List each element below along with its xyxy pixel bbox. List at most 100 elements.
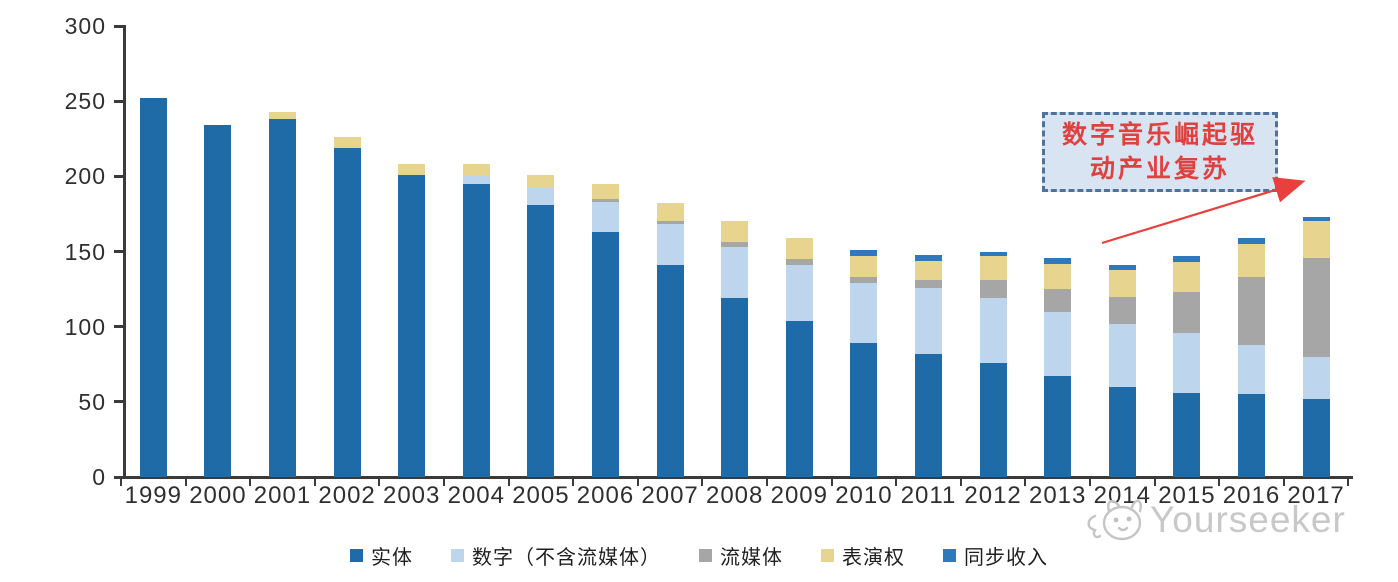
legend-swatch-streaming (699, 548, 712, 562)
bar-segment-performance-rights-2001 (269, 111, 296, 120)
x-axis-tick-label: 2009 (770, 482, 828, 509)
x-axis-tick (766, 479, 768, 486)
x-axis-tick-label: 2008 (705, 482, 764, 509)
bar-segment-physical-2004 (462, 183, 490, 477)
y-axis-tick-label: 150 (64, 238, 106, 265)
bar-segment-physical-2017 (1302, 398, 1330, 477)
bar-segment-physical-2006 (592, 231, 619, 477)
bar-segment-physical-2011 (915, 353, 942, 477)
legend-swatch-sync-revenue (943, 548, 956, 562)
annotation-text-line2: 动产业复苏 (1089, 154, 1230, 183)
bar-segment-performance-rights-2011 (915, 260, 942, 281)
bar-segment-performance-rights-2008 (721, 221, 749, 243)
bar-segment-physical-2005 (527, 204, 555, 477)
watermark: Yourseeker (1082, 494, 1346, 546)
legend-item-streaming: 流媒体 (699, 541, 783, 570)
x-axis-tick-label: 2004 (447, 482, 505, 509)
bar-segment-digital-excl-streaming-2011 (915, 287, 942, 354)
bar-segment-streaming-2007 (656, 221, 684, 225)
x-axis-tick-label: 2012 (964, 482, 1022, 509)
bar-segment-physical-2009 (785, 320, 813, 477)
bar-segment-physical-2012 (979, 362, 1007, 477)
bar-segment-sync-revenue-2012 (979, 251, 1007, 256)
bar-segment-physical-2002 (333, 147, 361, 477)
x-axis-tick (1153, 479, 1156, 486)
x-axis-tick-label: 2000 (189, 482, 247, 509)
bar-segment-physical-2015 (1173, 392, 1201, 477)
x-axis-tick-label: 2002 (318, 482, 376, 509)
x-axis-tick-label: 2017 (1287, 482, 1345, 509)
bar-segment-digital-excl-streaming-2007 (656, 224, 684, 266)
legend-label-performance-rights: 表演权 (842, 544, 905, 569)
legend-swatch-digital-excl-streaming (451, 548, 464, 562)
legend-item-physical: 实体 (350, 541, 413, 570)
x-axis-tick-label: 1999 (124, 482, 182, 509)
bar-segment-performance-rights-2006 (592, 183, 619, 199)
bar-segment-digital-excl-streaming-2005 (527, 188, 555, 205)
bar-segment-performance-rights-2007 (656, 203, 684, 222)
x-axis-tick (378, 479, 381, 486)
x-axis-tick (701, 479, 704, 486)
bar-segment-sync-revenue-2013 (1044, 257, 1072, 264)
bar-segment-streaming-2009 (785, 259, 813, 266)
bar-segment-streaming-2011 (915, 280, 942, 288)
cat-face-logo-icon (1087, 499, 1142, 541)
y-axis-tick (114, 174, 123, 178)
bar-segment-sync-revenue-2010 (850, 249, 878, 256)
bar-segment-performance-rights-2004 (462, 164, 490, 177)
bar-segment-performance-rights-2015 (1173, 262, 1201, 293)
bar-segment-performance-rights-2014 (1108, 269, 1136, 297)
y-axis-tick-label: 300 (64, 13, 106, 39)
bar-segment-performance-rights-2009 (785, 237, 813, 259)
annotation-callout: 数字音乐崛起驱 动产业复苏 (1042, 112, 1278, 192)
bar-segment-performance-rights-2010 (850, 256, 878, 278)
y-axis-tick (114, 250, 123, 253)
bar-segment-physical-2010 (850, 343, 878, 477)
x-axis-line (122, 476, 1353, 479)
bar-segment-digital-excl-streaming-2008 (721, 246, 749, 299)
x-axis-tick-label: 2005 (512, 482, 570, 509)
bar-segment-physical-2003 (398, 174, 426, 477)
x-axis-tick-label: 2011 (900, 482, 957, 509)
y-axis-tick-label: 50 (78, 388, 106, 415)
bar-segment-digital-excl-streaming-2013 (1044, 311, 1072, 377)
x-axis-tick-label: 2013 (1028, 482, 1087, 509)
bar-segment-sync-revenue-2016 (1238, 237, 1265, 244)
bar-segment-physical-2000 (204, 125, 232, 477)
bar-segment-performance-rights-2005 (527, 174, 555, 189)
bar-segment-streaming-2010 (850, 277, 878, 284)
bar-segment-streaming-2014 (1108, 296, 1136, 324)
x-axis-tick (1347, 479, 1350, 486)
x-axis-tick-label: 2003 (382, 482, 441, 509)
legend-swatch-performance-rights (821, 548, 834, 562)
bar-segment-sync-revenue-2014 (1108, 265, 1136, 270)
bar-segment-sync-revenue-2011 (915, 254, 942, 261)
bar-segment-physical-1999 (139, 98, 167, 477)
watermark-text: Yourseeker (1150, 499, 1346, 540)
y-axis-tick (114, 400, 123, 404)
y-axis-tick-label: 250 (64, 88, 106, 115)
bar-segment-streaming-2013 (1044, 289, 1072, 312)
bar-segment-streaming-2006 (592, 198, 619, 202)
x-axis-tick (184, 479, 187, 486)
x-axis-tick (120, 479, 122, 486)
y-axis-tick (114, 475, 123, 479)
bar-segment-streaming-2015 (1173, 292, 1201, 333)
chart-legend: 实体 数字（不含流媒体） 流媒体 表演权 同步收入 (0, 540, 1398, 570)
legend-label-streaming: 流媒体 (720, 544, 783, 569)
x-axis-tick (443, 479, 445, 486)
bar-segment-performance-rights-2002 (333, 137, 361, 148)
legend-swatch-physical (350, 548, 363, 562)
x-axis-tick-label: 2006 (576, 482, 635, 509)
bar-segment-digital-excl-streaming-2017 (1302, 356, 1330, 399)
bar-segment-performance-rights-2003 (398, 164, 426, 175)
bar-segment-performance-rights-2017 (1302, 221, 1330, 258)
bar-segment-sync-revenue-2017 (1302, 216, 1330, 222)
x-axis-tick (507, 479, 510, 486)
legend-item-sync-revenue: 同步收入 (943, 541, 1048, 570)
bar-segment-physical-2016 (1238, 394, 1265, 477)
x-axis-tick (1218, 479, 1221, 486)
bar-segment-streaming-2008 (721, 242, 749, 247)
bar-segment-digital-excl-streaming-2012 (979, 298, 1007, 363)
